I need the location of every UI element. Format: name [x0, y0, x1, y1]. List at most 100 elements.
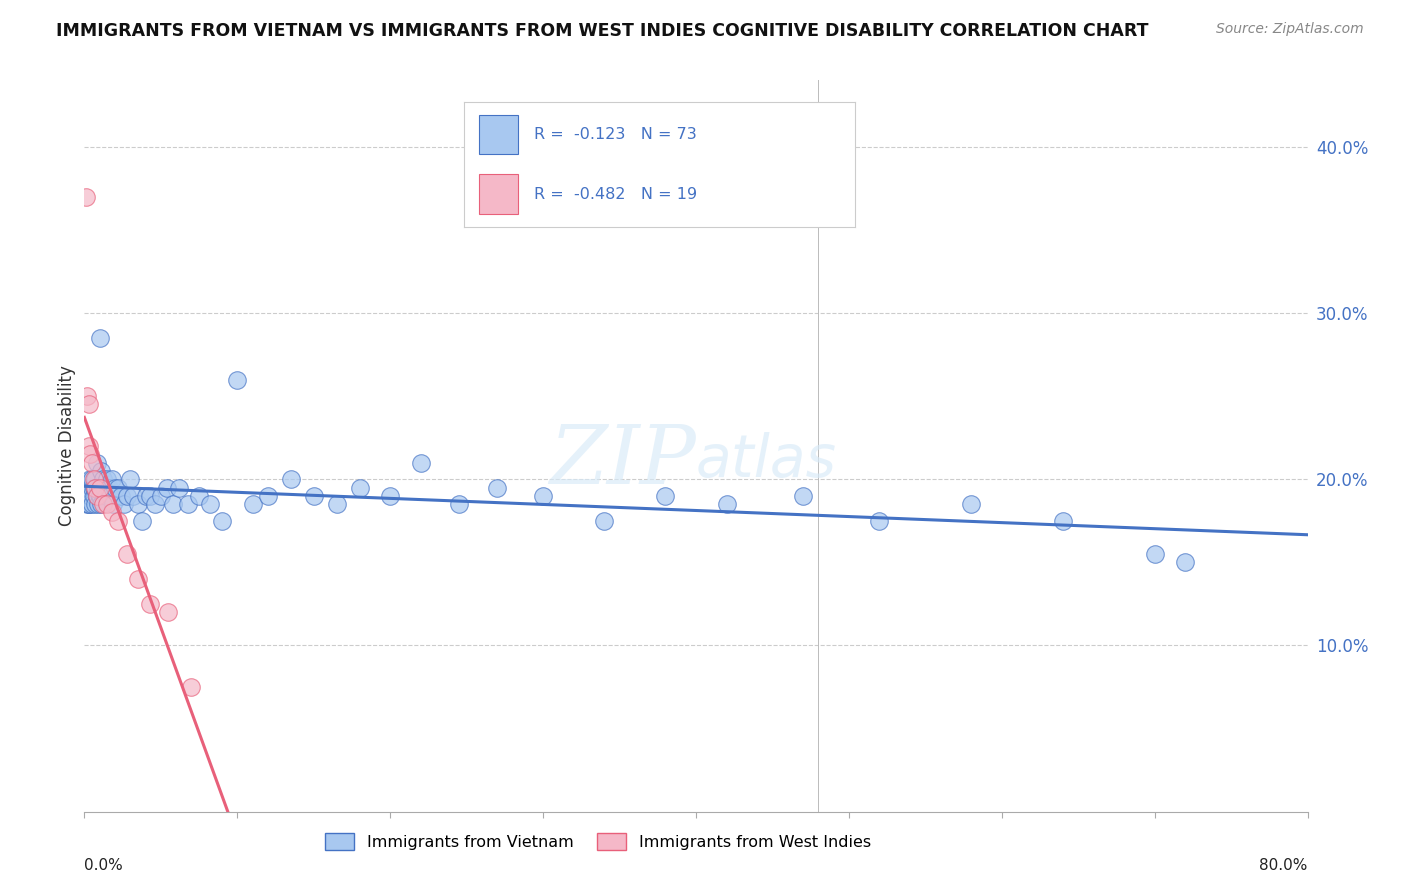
Point [131, 514, 153, 528]
Point [349, 481, 371, 495]
Text: 0.0%: 0.0% [84, 858, 124, 873]
Point [103, 497, 125, 511]
Point [325, 497, 347, 511]
Point [91, 497, 114, 511]
Point [1143, 547, 1166, 561]
Point [96, 497, 118, 511]
Point [198, 497, 221, 511]
Point [104, 481, 127, 495]
Point [101, 472, 124, 486]
Point [1052, 514, 1074, 528]
Point [83, 481, 105, 495]
Point [280, 472, 302, 486]
Point [122, 489, 145, 503]
Point [257, 489, 280, 503]
Point [77, 397, 100, 411]
Point [83, 489, 105, 503]
Point [157, 605, 180, 619]
Point [76, 497, 98, 511]
Point [409, 456, 432, 470]
Point [120, 472, 142, 486]
Point [139, 597, 162, 611]
Point [89, 481, 111, 495]
Point [97, 481, 120, 495]
Text: 80.0%: 80.0% [1260, 858, 1308, 873]
Point [80, 472, 103, 486]
Point [869, 514, 891, 528]
Text: Source: ZipAtlas.com: Source: ZipAtlas.com [1216, 22, 1364, 37]
Point [110, 489, 132, 503]
Point [76, 481, 98, 495]
Point [84, 481, 107, 495]
Point [226, 372, 249, 386]
Point [76, 389, 98, 403]
Point [80, 456, 103, 470]
Point [593, 514, 616, 528]
Point [127, 572, 149, 586]
Point [960, 497, 983, 511]
Point [486, 481, 509, 495]
Legend: Immigrants from Vietnam, Immigrants from West Indies: Immigrants from Vietnam, Immigrants from… [319, 827, 877, 856]
Point [79, 489, 101, 503]
Point [531, 489, 554, 503]
Point [112, 497, 135, 511]
Point [127, 497, 149, 511]
Text: ZIP: ZIP [550, 421, 696, 500]
Point [149, 489, 172, 503]
Point [1174, 555, 1197, 569]
Point [139, 489, 162, 503]
Point [75, 189, 97, 203]
Point [143, 497, 166, 511]
Point [211, 514, 233, 528]
Point [167, 481, 190, 495]
Point [86, 489, 108, 503]
Point [90, 464, 112, 478]
Point [96, 472, 118, 486]
Point [115, 489, 138, 503]
Point [107, 481, 129, 495]
Point [77, 439, 100, 453]
Point [135, 489, 157, 503]
Point [84, 472, 107, 486]
Point [87, 497, 110, 511]
Point [87, 481, 110, 495]
Point [86, 456, 108, 470]
Point [94, 489, 117, 503]
Point [162, 497, 184, 511]
Point [89, 489, 111, 503]
Text: IMMIGRANTS FROM VIETNAM VS IMMIGRANTS FROM WEST INDIES COGNITIVE DISABILITY CORR: IMMIGRANTS FROM VIETNAM VS IMMIGRANTS FR… [56, 22, 1149, 40]
Point [79, 447, 101, 461]
Point [80, 497, 103, 511]
Point [242, 497, 264, 511]
Point [115, 547, 138, 561]
Point [86, 489, 108, 503]
Point [177, 497, 200, 511]
Point [90, 497, 112, 511]
Text: atlas: atlas [696, 432, 837, 489]
Point [380, 489, 402, 503]
Point [75, 489, 97, 503]
Point [89, 331, 111, 345]
Point [447, 497, 470, 511]
Point [792, 489, 814, 503]
Point [302, 489, 325, 503]
Point [93, 481, 115, 495]
Point [716, 497, 738, 511]
Point [84, 481, 107, 495]
Point [83, 472, 105, 486]
Point [98, 489, 121, 503]
Point [77, 481, 100, 495]
Point [188, 489, 211, 503]
Point [101, 506, 124, 520]
Point [654, 489, 676, 503]
Point [91, 472, 114, 486]
Point [77, 497, 100, 511]
Point [80, 481, 103, 495]
Point [180, 680, 202, 694]
Point [79, 472, 101, 486]
Point [84, 497, 107, 511]
Y-axis label: Cognitive Disability: Cognitive Disability [58, 366, 76, 526]
Point [77, 497, 100, 511]
Point [156, 481, 179, 495]
Point [107, 514, 129, 528]
